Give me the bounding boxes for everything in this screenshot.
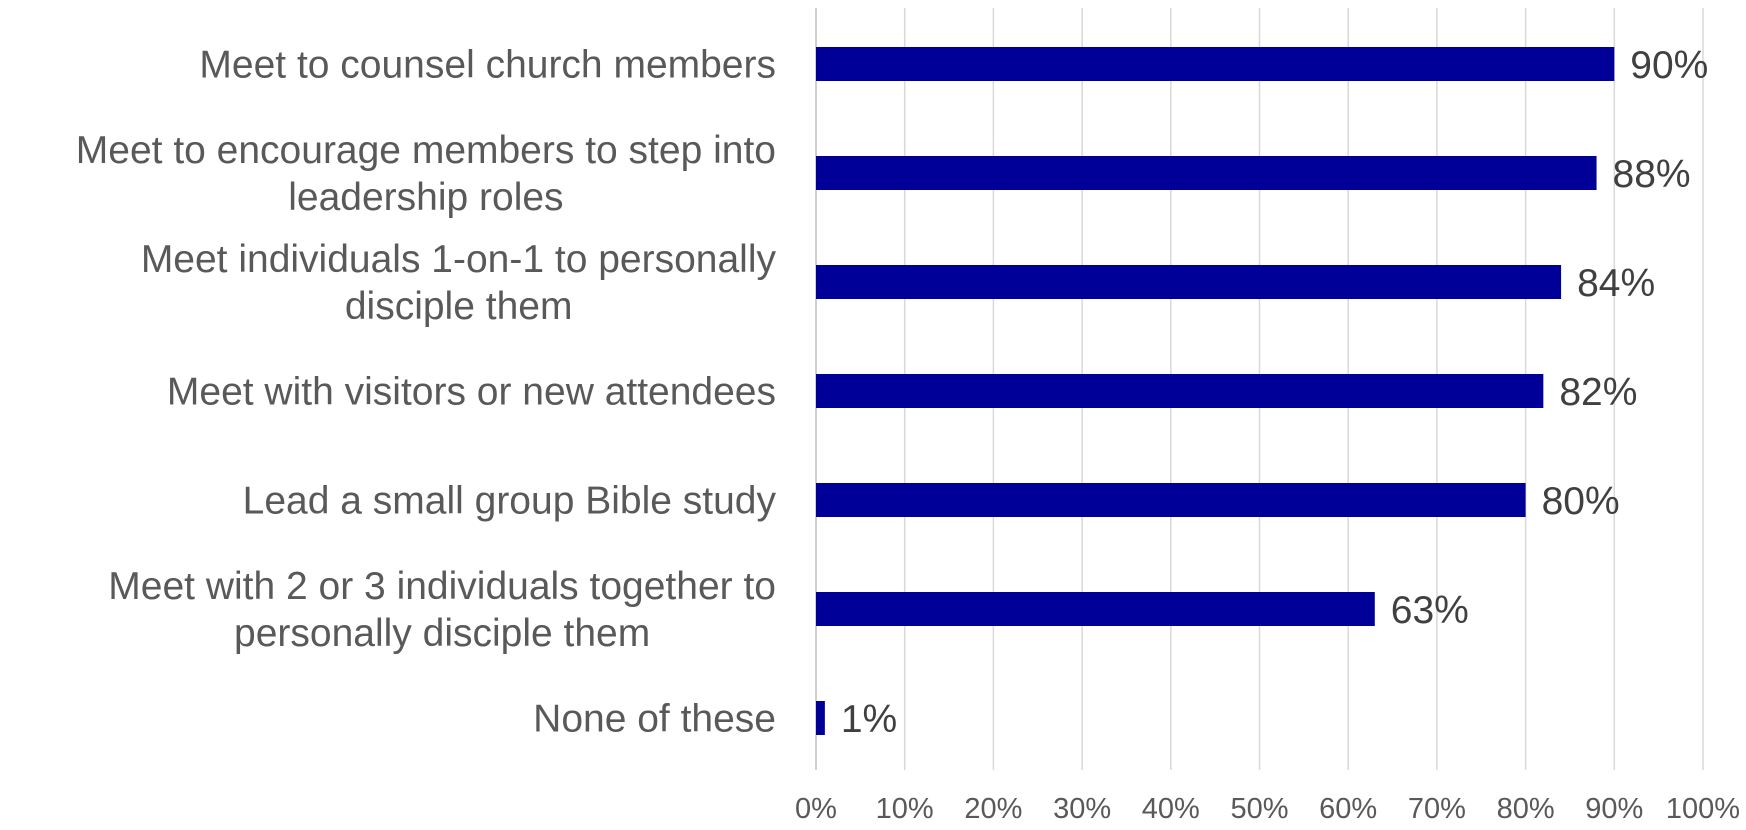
- x-tick-label: 10%: [876, 793, 934, 825]
- category-label: Meet individuals 1-on-1 to personally: [141, 238, 777, 281]
- data-label: 88%: [1613, 153, 1691, 196]
- x-tick-label: 80%: [1497, 793, 1555, 825]
- x-tick-label: 30%: [1053, 793, 1111, 825]
- data-label: 82%: [1559, 371, 1637, 414]
- x-tick-label: 70%: [1408, 793, 1466, 825]
- bar: [816, 701, 825, 735]
- bar: [816, 374, 1544, 408]
- x-tick-label: 50%: [1230, 793, 1288, 825]
- x-tick-label: 40%: [1142, 793, 1200, 825]
- x-tick-label: 100%: [1666, 793, 1740, 825]
- data-label: 84%: [1577, 262, 1655, 305]
- x-tick-label: 60%: [1319, 793, 1377, 825]
- category-label: None of these: [533, 698, 776, 741]
- category-label: Meet with 2 or 3 individuals together to: [108, 565, 776, 608]
- x-axis-ticks: 0% 10% 20% 30% 40% 50% 60% 70% 80% 90% 100%: [795, 793, 1740, 825]
- bar: [816, 592, 1375, 626]
- x-tick-label: 20%: [964, 793, 1022, 825]
- category-label: disciple them: [345, 285, 573, 328]
- data-label: 80%: [1542, 480, 1620, 523]
- category-labels: Meet to counsel church members Meet to en…: [76, 44, 777, 741]
- data-labels: 90% 88% 84% 82% 80% 63% 1%: [841, 44, 1708, 741]
- x-tick-label: 0%: [795, 793, 837, 825]
- category-label: Meet with visitors or new attendees: [167, 371, 776, 414]
- x-tick-label: 90%: [1585, 793, 1643, 825]
- bar: [816, 483, 1526, 517]
- category-label: Meet to encourage members to step into: [76, 129, 776, 172]
- category-label: leadership roles: [288, 176, 563, 219]
- data-label: 1%: [841, 698, 897, 741]
- bar: [816, 265, 1562, 299]
- category-label: personally disciple them: [234, 612, 650, 655]
- data-label: 63%: [1391, 589, 1469, 632]
- bars: [816, 47, 1615, 735]
- data-label: 90%: [1630, 44, 1708, 87]
- bar: [816, 156, 1597, 190]
- category-label: Meet to counsel church members: [199, 44, 776, 87]
- bar: [816, 47, 1615, 81]
- category-label: Lead a small group Bible study: [243, 480, 777, 523]
